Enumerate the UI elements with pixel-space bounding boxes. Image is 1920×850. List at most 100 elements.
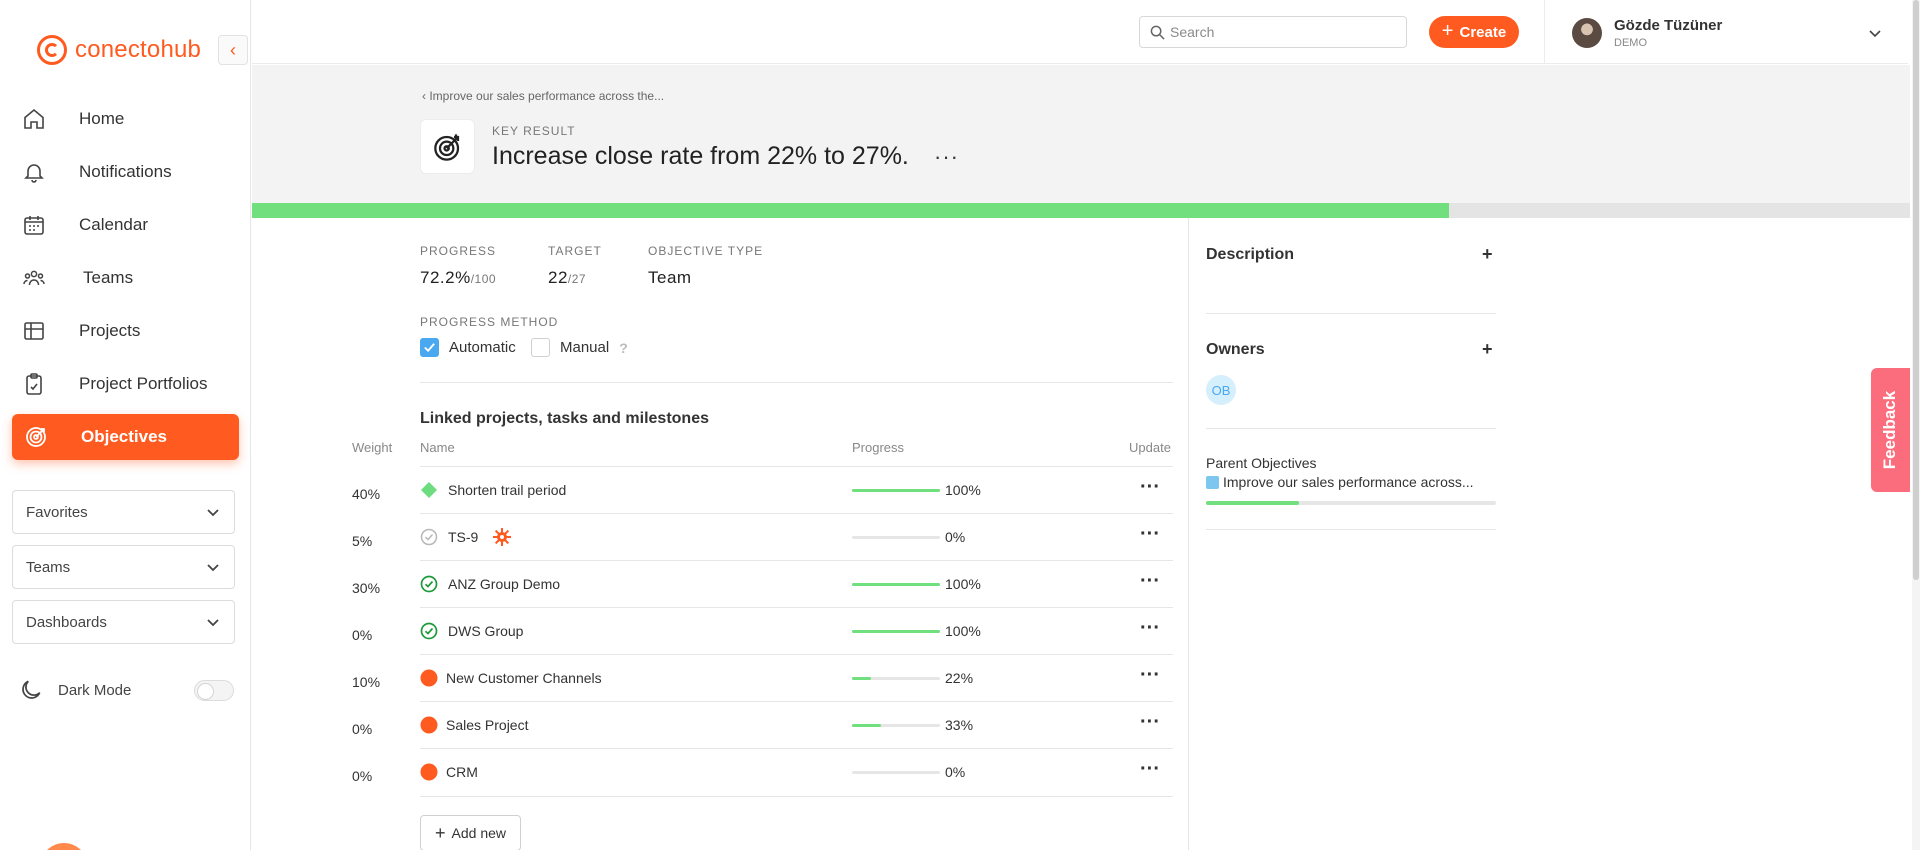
- row-progress-fill: [852, 724, 882, 727]
- row-progress-percent: 33%: [945, 717, 974, 733]
- chevron-left-icon: ‹: [422, 89, 430, 103]
- help-icon[interactable]: ?: [619, 339, 628, 356]
- target-max: /27: [567, 272, 587, 286]
- table-row[interactable]: 5% TS-9 0% ···: [352, 513, 1173, 560]
- search-icon: [1150, 25, 1165, 40]
- nav-item-teams[interactable]: Teams: [0, 251, 251, 304]
- teams-icon: [23, 270, 45, 286]
- row-progress-bar: [852, 771, 940, 774]
- row-name[interactable]: Sales Project: [446, 717, 529, 733]
- add-new-label: Add new: [451, 825, 506, 841]
- row-progress-bar: [852, 536, 940, 539]
- home-icon: [24, 108, 44, 129]
- row-name[interactable]: New Customer Channels: [446, 670, 602, 686]
- add-description-button[interactable]: +: [1482, 244, 1493, 264]
- project-dot-icon: [420, 669, 438, 687]
- row-weight[interactable]: 0%: [352, 768, 373, 784]
- manual-checkbox[interactable]: [531, 338, 550, 357]
- logo-text: conectohub: [75, 36, 202, 63]
- page-title[interactable]: Increase close rate from 22% to 27%.: [492, 142, 909, 170]
- row-weight[interactable]: 0%: [352, 721, 373, 737]
- feedback-label: Feedback: [1880, 390, 1900, 470]
- row-progress-fill: [852, 583, 940, 586]
- row-name[interactable]: CRM: [446, 764, 478, 780]
- objective-color-icon: [1206, 475, 1219, 489]
- row-progress-percent: 0%: [945, 764, 966, 780]
- add-owner-button[interactable]: +: [1482, 339, 1493, 359]
- scrollbar-thumb[interactable]: [1913, 0, 1919, 580]
- automatic-checkbox[interactable]: [420, 338, 439, 357]
- row-name[interactable]: TS-9: [448, 529, 479, 545]
- row-weight[interactable]: 0%: [352, 627, 373, 643]
- task-done-icon[interactable]: [420, 575, 438, 593]
- dashboards-dropdown[interactable]: Dashboards: [12, 600, 235, 644]
- table-row[interactable]: 10% New Customer Channels 22% ···: [352, 654, 1173, 701]
- row-more-button[interactable]: ···: [1140, 476, 1160, 498]
- user-menu[interactable]: Gözde Tüzüner DEMO: [1572, 16, 1882, 50]
- task-done-icon[interactable]: [420, 622, 438, 640]
- dropdown-label: Teams: [26, 558, 71, 576]
- checkmark-icon: [424, 343, 435, 353]
- row-name[interactable]: ANZ Group Demo: [448, 576, 561, 592]
- parent-objective-link[interactable]: Improve our sales performance across...: [1206, 474, 1474, 490]
- owner-avatar[interactable]: OB: [1206, 375, 1236, 405]
- manual-option[interactable]: Manual ?: [531, 338, 628, 357]
- table-row[interactable]: 40% Shorten trail period 100% ···: [352, 466, 1173, 513]
- row-name[interactable]: Shorten trail period: [448, 482, 567, 498]
- breadcrumb-text: Improve our sales performance across the…: [429, 89, 665, 103]
- add-new-button[interactable]: + Add new: [420, 815, 521, 850]
- key-result-header: ‹ Improve our sales performance across t…: [252, 65, 1910, 203]
- help-launcher[interactable]: [40, 843, 88, 850]
- search-input[interactable]: [1170, 24, 1390, 40]
- feedback-tab[interactable]: Feedback: [1871, 368, 1910, 492]
- milestone-diamond-icon: [421, 482, 437, 498]
- table-row[interactable]: 30% ANZ Group Demo 100% ···: [352, 560, 1173, 607]
- weight-column-header: Weight: [352, 440, 393, 455]
- breadcrumb-back-link[interactable]: ‹ Improve our sales performance across t…: [422, 89, 664, 103]
- row-more-button[interactable]: ···: [1140, 711, 1160, 733]
- row-more-button[interactable]: ···: [1140, 664, 1160, 686]
- row-more-button[interactable]: ···: [1140, 758, 1160, 780]
- teams-dropdown[interactable]: Teams: [12, 545, 235, 589]
- nav-item-projects[interactable]: Projects: [0, 304, 251, 357]
- dark-mode-label: Dark Mode: [58, 681, 132, 699]
- nav-label: Project Portfolios: [79, 373, 208, 393]
- table-row[interactable]: 0% CRM 0% ···: [352, 748, 1173, 795]
- row-weight[interactable]: 10%: [352, 674, 381, 690]
- chevron-down-icon: [207, 619, 219, 627]
- title-more-button[interactable]: ···: [934, 144, 959, 169]
- collapse-sidebar-button[interactable]: ‹: [218, 35, 248, 65]
- create-button[interactable]: + Create: [1429, 16, 1519, 48]
- divider: [1544, 0, 1545, 64]
- parent-objectives-label: Parent Objectives: [1206, 455, 1317, 471]
- table-row[interactable]: 0% DWS Group 100% ···: [352, 607, 1173, 654]
- search-box[interactable]: [1139, 16, 1407, 48]
- nav-item-home[interactable]: Home: [0, 92, 251, 145]
- nav-item-project-portfolios[interactable]: Project Portfolios: [0, 357, 251, 410]
- plus-icon: +: [1441, 20, 1454, 42]
- dark-mode-toggle[interactable]: [194, 680, 234, 701]
- task-check-icon[interactable]: [420, 528, 438, 546]
- favorites-dropdown[interactable]: Favorites: [12, 490, 235, 534]
- row-weight[interactable]: 5%: [352, 533, 373, 549]
- divider: [420, 382, 1173, 383]
- automatic-option[interactable]: Automatic: [420, 338, 516, 357]
- user-role: DEMO: [1614, 37, 1647, 49]
- row-weight[interactable]: 30%: [352, 580, 381, 596]
- automatic-label: Automatic: [449, 339, 516, 356]
- clipboard-icon: [26, 373, 42, 395]
- row-more-button[interactable]: ···: [1140, 570, 1160, 592]
- row-weight[interactable]: 40%: [352, 486, 381, 502]
- row-more-button[interactable]: ···: [1140, 617, 1160, 639]
- table-row[interactable]: 0% Sales Project 33% ···: [352, 701, 1173, 748]
- nav-item-calendar[interactable]: Calendar: [0, 198, 251, 251]
- app-logo[interactable]: conectohub: [37, 33, 201, 67]
- name-column-header: Name: [420, 440, 455, 455]
- nav-item-notifications[interactable]: Notifications: [0, 145, 251, 198]
- row-name[interactable]: DWS Group: [448, 623, 524, 639]
- row-progress-percent: 22%: [945, 670, 974, 686]
- row-more-button[interactable]: ···: [1140, 523, 1160, 545]
- target-value: 22/27: [548, 268, 586, 288]
- page-scrollbar[interactable]: [1912, 0, 1920, 850]
- nav-item-objectives[interactable]: Objectives: [12, 414, 239, 460]
